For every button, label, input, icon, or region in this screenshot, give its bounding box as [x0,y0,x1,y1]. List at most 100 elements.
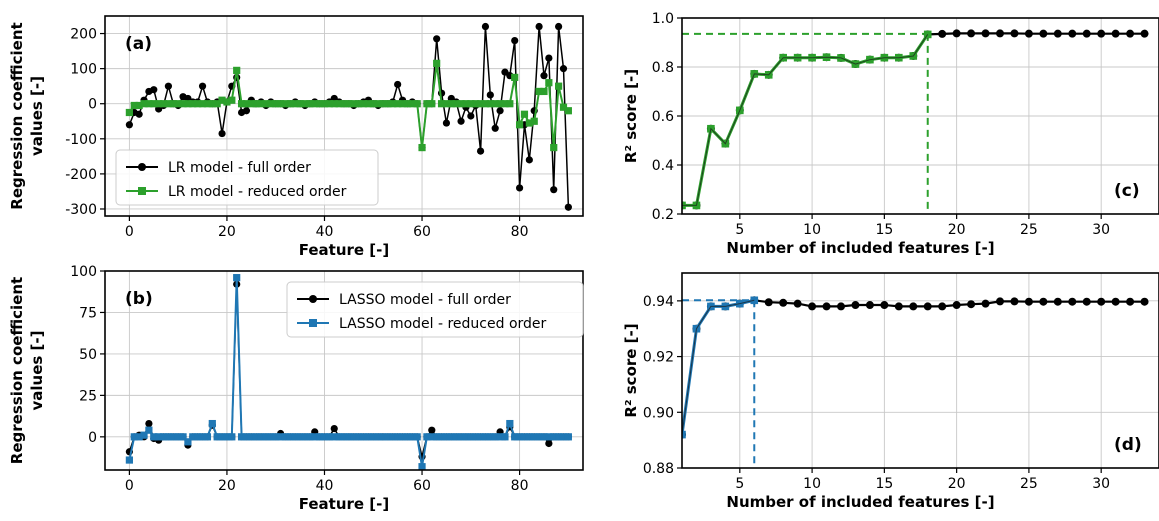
data-point [530,117,538,125]
y-tick-label: 75 [79,305,97,321]
x-tick-label: 20 [218,478,236,494]
data-point [276,433,285,441]
data-point [311,433,319,441]
data-point [506,419,514,428]
data-point [340,100,348,108]
data-point [967,29,976,38]
data-point [1010,29,1019,38]
plot-area [682,296,1149,468]
data-point [325,433,333,441]
data-point [189,100,197,108]
panel-a: 0 20 40 60 80 -300 -200 -100 0 100 200 Feature [-] R… [8,15,584,259]
data-point [996,297,1004,306]
data-point [359,100,368,108]
data-point [559,103,568,111]
data-point [164,100,173,108]
data-point [203,433,212,441]
data-point [223,98,231,106]
data-point [262,433,270,441]
data-point [155,100,163,108]
data-point [433,433,441,441]
data-point [286,433,294,441]
data-point [369,100,377,108]
data-point [345,433,353,441]
y-axis-label-line: R² score [-] [622,69,640,163]
data-point [520,433,529,441]
data-point [564,107,572,115]
data-point [296,100,304,108]
data-point [545,79,553,87]
data-point [291,433,299,441]
x-tick-label: 60 [413,478,431,494]
data-point [174,433,182,441]
data-point [369,433,377,441]
y-tick-label: 25 [79,388,97,404]
data-point [880,301,889,310]
data-point [413,100,421,108]
x-tick-label: 5 [735,222,744,238]
plot-area [682,29,1149,214]
data-point [452,100,460,108]
data-point [330,100,338,108]
data-point [398,433,407,441]
y-tick-label: 100 [70,62,97,78]
data-point [418,463,426,470]
data-point [1097,29,1106,38]
data-point [462,433,470,441]
data-point [301,100,309,108]
y-tick-label: 0.2 [652,207,674,223]
data-point [530,433,538,441]
data-point [398,100,407,108]
data-point [1126,29,1135,38]
data-point [145,100,153,108]
data-point [952,29,961,38]
data-point [218,96,226,104]
y-axis-label-line: Regression coefficient [8,22,26,209]
data-point [428,100,436,108]
y-tick-label: 0.8 [652,60,674,76]
data-point [457,433,465,441]
data-point [564,203,572,211]
data-point [316,100,324,108]
data-point [476,433,485,441]
data-point [301,433,309,441]
data-point [511,73,519,82]
data-point [462,100,470,108]
data-point [233,274,241,282]
data-point [559,65,568,73]
data-point [682,430,686,439]
data-point [316,433,324,441]
panel-label: (d) [1114,435,1142,455]
data-point [909,302,918,311]
data-point [159,433,168,441]
data-point [389,100,397,108]
data-point [408,433,416,441]
y-tick-label: 0 [88,97,97,113]
data-point [1053,297,1062,306]
data-point [130,433,138,441]
data-point [452,433,460,441]
series-line [682,298,755,435]
data-point [135,433,143,441]
data-point [496,107,504,115]
data-point [550,433,558,441]
data-point [1111,29,1120,38]
data-point [242,107,251,115]
data-point [428,433,436,441]
data-point [247,100,255,108]
data-point [501,433,509,441]
x-axis-label: Number of included features [-] [726,239,994,257]
x-tick-label: 40 [316,478,334,494]
data-point [267,100,275,108]
data-point [164,433,173,441]
data-point [418,143,426,152]
data-point [1140,297,1149,306]
legend-marker [138,187,146,195]
y-tick-label: 1.0 [652,11,674,27]
data-point [525,119,533,127]
data-point [501,100,509,108]
data-point [374,433,382,441]
data-point [491,124,499,132]
data-point [545,433,553,441]
legend-entry: LR model - full order [168,160,311,176]
